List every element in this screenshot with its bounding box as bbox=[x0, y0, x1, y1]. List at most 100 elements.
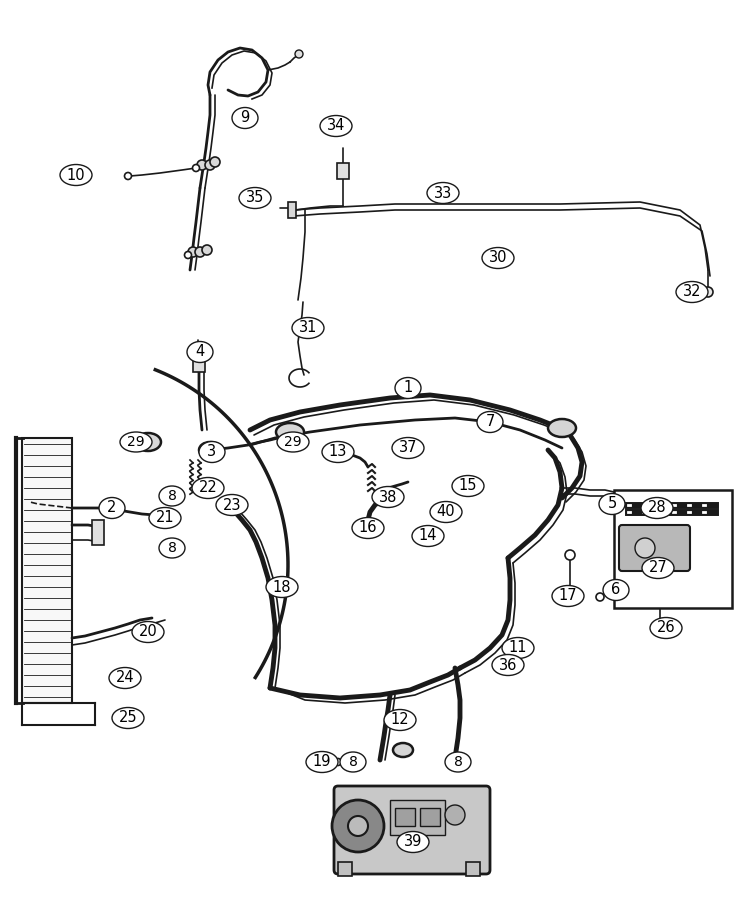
Ellipse shape bbox=[676, 282, 708, 302]
Circle shape bbox=[453, 759, 460, 766]
Text: 16: 16 bbox=[359, 520, 377, 536]
Circle shape bbox=[332, 800, 384, 852]
Ellipse shape bbox=[340, 752, 366, 772]
Circle shape bbox=[450, 755, 464, 769]
Bar bbox=[288, 202, 296, 218]
Ellipse shape bbox=[135, 433, 161, 451]
Text: 27: 27 bbox=[648, 561, 668, 575]
Circle shape bbox=[347, 759, 353, 766]
Ellipse shape bbox=[216, 494, 248, 516]
Circle shape bbox=[341, 755, 355, 769]
Ellipse shape bbox=[642, 557, 674, 579]
Text: 34: 34 bbox=[327, 119, 345, 133]
Ellipse shape bbox=[266, 577, 298, 598]
Text: 24: 24 bbox=[116, 670, 134, 686]
Ellipse shape bbox=[322, 442, 354, 463]
Ellipse shape bbox=[199, 442, 225, 463]
Ellipse shape bbox=[430, 501, 462, 523]
Text: 33: 33 bbox=[434, 185, 452, 201]
Ellipse shape bbox=[445, 752, 471, 772]
Circle shape bbox=[193, 165, 199, 172]
Circle shape bbox=[343, 755, 357, 769]
Ellipse shape bbox=[427, 183, 459, 203]
Text: 30: 30 bbox=[489, 250, 508, 266]
Text: 17: 17 bbox=[559, 589, 577, 604]
Ellipse shape bbox=[603, 580, 629, 600]
Text: 37: 37 bbox=[399, 440, 417, 455]
Text: 9: 9 bbox=[240, 111, 250, 125]
Ellipse shape bbox=[477, 411, 503, 433]
Text: 8: 8 bbox=[167, 541, 176, 555]
Bar bbox=[420, 808, 440, 826]
Ellipse shape bbox=[232, 107, 258, 129]
Text: 36: 36 bbox=[499, 658, 517, 672]
Text: 21: 21 bbox=[156, 510, 174, 526]
Circle shape bbox=[195, 247, 205, 257]
Text: 26: 26 bbox=[657, 620, 675, 635]
Text: 25: 25 bbox=[119, 710, 137, 725]
Text: 10: 10 bbox=[67, 167, 85, 183]
Text: 23: 23 bbox=[223, 498, 242, 512]
Ellipse shape bbox=[120, 432, 152, 452]
Ellipse shape bbox=[641, 498, 673, 518]
Ellipse shape bbox=[392, 437, 424, 458]
Ellipse shape bbox=[393, 743, 413, 757]
Text: 32: 32 bbox=[682, 284, 701, 300]
Ellipse shape bbox=[357, 520, 379, 536]
Circle shape bbox=[565, 550, 575, 560]
FancyBboxPatch shape bbox=[619, 525, 690, 571]
Ellipse shape bbox=[548, 419, 576, 437]
Ellipse shape bbox=[60, 165, 92, 185]
Circle shape bbox=[168, 492, 176, 500]
Ellipse shape bbox=[492, 654, 524, 676]
Circle shape bbox=[348, 816, 368, 836]
Ellipse shape bbox=[412, 526, 444, 546]
Circle shape bbox=[164, 540, 180, 556]
Ellipse shape bbox=[306, 752, 338, 772]
Text: 6: 6 bbox=[611, 582, 621, 598]
Circle shape bbox=[164, 488, 180, 504]
Ellipse shape bbox=[452, 475, 484, 497]
Ellipse shape bbox=[320, 115, 352, 137]
Text: 8: 8 bbox=[453, 755, 462, 769]
Ellipse shape bbox=[459, 479, 481, 495]
Bar bbox=[338, 862, 352, 876]
Bar bbox=[614, 490, 732, 608]
Ellipse shape bbox=[650, 617, 682, 638]
Ellipse shape bbox=[502, 637, 534, 659]
Text: 13: 13 bbox=[329, 445, 348, 460]
Text: 28: 28 bbox=[648, 500, 666, 516]
Circle shape bbox=[188, 247, 198, 257]
Text: 2: 2 bbox=[107, 500, 116, 516]
Text: 20: 20 bbox=[139, 625, 157, 640]
Ellipse shape bbox=[277, 432, 309, 452]
Text: 35: 35 bbox=[246, 191, 265, 205]
Circle shape bbox=[596, 593, 604, 601]
Ellipse shape bbox=[187, 341, 213, 363]
Text: 1: 1 bbox=[403, 381, 413, 395]
Text: 8: 8 bbox=[348, 755, 357, 769]
Text: 18: 18 bbox=[273, 580, 291, 595]
Circle shape bbox=[197, 160, 207, 170]
Ellipse shape bbox=[599, 493, 625, 515]
Ellipse shape bbox=[372, 487, 404, 508]
Ellipse shape bbox=[379, 491, 397, 505]
Ellipse shape bbox=[112, 707, 144, 728]
Text: 5: 5 bbox=[608, 497, 617, 511]
Text: 12: 12 bbox=[391, 713, 409, 727]
Text: 8: 8 bbox=[167, 489, 176, 503]
Text: 39: 39 bbox=[404, 834, 422, 850]
FancyBboxPatch shape bbox=[334, 786, 490, 874]
Ellipse shape bbox=[132, 622, 164, 643]
Circle shape bbox=[168, 544, 176, 552]
Text: 38: 38 bbox=[379, 490, 397, 505]
Bar bbox=[390, 800, 445, 835]
Circle shape bbox=[202, 245, 212, 255]
Text: 31: 31 bbox=[299, 320, 317, 336]
Circle shape bbox=[205, 160, 215, 170]
Text: 11: 11 bbox=[509, 641, 528, 655]
Circle shape bbox=[334, 759, 342, 766]
Ellipse shape bbox=[292, 318, 324, 338]
Bar bbox=[92, 520, 104, 545]
Circle shape bbox=[703, 287, 713, 297]
